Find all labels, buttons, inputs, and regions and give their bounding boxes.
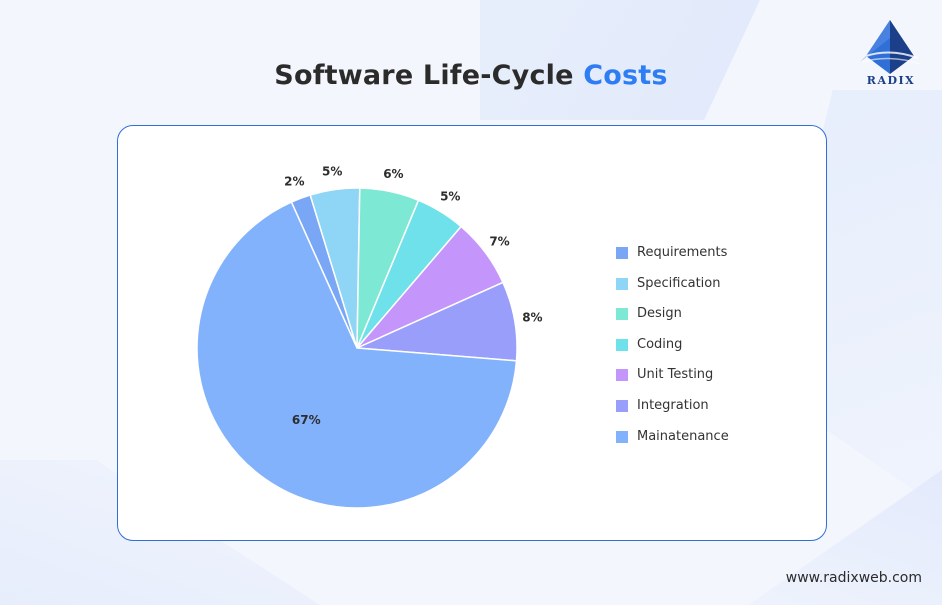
chart-title: Software Life-Cycle Costs — [0, 60, 942, 91]
legend-label: Unit Testing — [637, 367, 714, 383]
radix-logo-icon — [860, 20, 921, 74]
data-label: 2% — [284, 174, 304, 188]
footer-url: www.radixweb.com — [785, 570, 922, 586]
legend-item: Integration — [616, 397, 729, 428]
legend-item: Unit Testing — [616, 366, 729, 397]
legend-label: Specification — [637, 275, 721, 291]
pie-slice-mainatenance — [196, 201, 518, 509]
logo-text: RADIX — [866, 74, 916, 87]
legend-label: Integration — [637, 397, 709, 413]
chart-title-accent: Costs — [583, 60, 668, 91]
legend-item: Requirements — [616, 244, 729, 275]
legend-swatch — [616, 369, 628, 382]
legend-item: Mainatenance — [616, 428, 729, 459]
data-label: 7% — [489, 234, 509, 248]
legend-label: Requirements — [637, 245, 728, 260]
chart-legend: Requirements Specification Design Coding Uni… — [616, 244, 729, 458]
legend-item: Design — [616, 305, 729, 336]
legend-swatch — [616, 308, 628, 321]
data-label: 5% — [322, 165, 342, 179]
legend-label: Mainatenance — [637, 428, 729, 444]
legend-swatch — [616, 338, 628, 351]
data-label: 5% — [440, 189, 460, 203]
legend-swatch — [616, 247, 628, 259]
legend-label: Coding — [637, 336, 683, 352]
legend-label: Design — [637, 306, 682, 322]
legend-swatch — [616, 399, 628, 412]
data-label: 6% — [383, 167, 403, 181]
data-label: 8% — [522, 311, 542, 325]
legend-swatch — [616, 430, 628, 443]
legend-item: Specification — [616, 275, 729, 306]
legend-item: Coding — [616, 336, 729, 367]
data-label: 67% — [292, 413, 321, 427]
legend-swatch — [616, 277, 628, 290]
chart-title-main: Software Life-Cycle — [274, 60, 574, 91]
